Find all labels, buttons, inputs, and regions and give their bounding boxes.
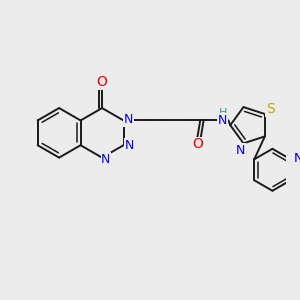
Text: O: O bbox=[97, 75, 107, 89]
Text: N: N bbox=[293, 152, 300, 165]
Text: N: N bbox=[101, 153, 111, 166]
Text: S: S bbox=[266, 102, 275, 116]
Text: N: N bbox=[124, 113, 133, 126]
Text: N: N bbox=[218, 114, 227, 127]
Text: H: H bbox=[218, 108, 227, 118]
Text: N: N bbox=[124, 139, 134, 152]
Text: O: O bbox=[192, 137, 203, 151]
Text: N: N bbox=[236, 143, 245, 157]
